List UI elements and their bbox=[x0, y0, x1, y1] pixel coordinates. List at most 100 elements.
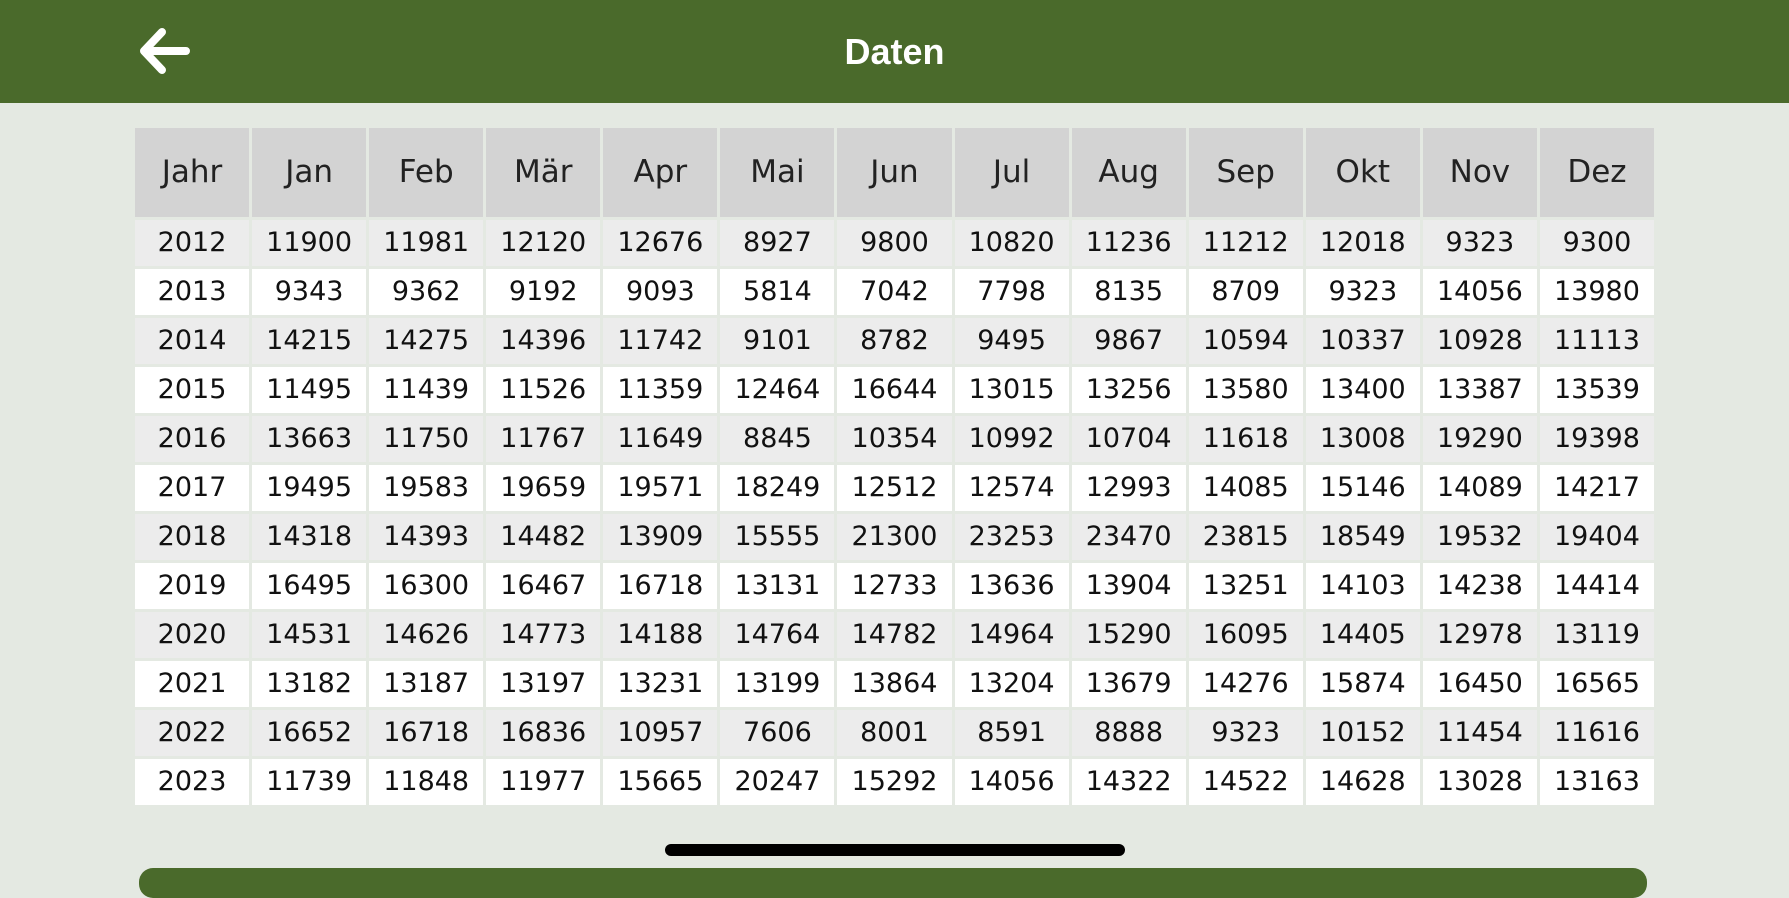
back-button[interactable] bbox=[140, 28, 190, 74]
value-cell: 11495 bbox=[252, 367, 367, 413]
value-cell: 14531 bbox=[252, 612, 367, 658]
value-cell: 11212 bbox=[1188, 220, 1303, 266]
value-cell: 14056 bbox=[954, 759, 1069, 805]
value-cell: 11981 bbox=[369, 220, 484, 266]
column-header: Feb bbox=[369, 128, 484, 217]
value-cell: 14103 bbox=[1305, 563, 1420, 609]
value-cell: 9343 bbox=[252, 269, 367, 315]
value-cell: 15146 bbox=[1305, 465, 1420, 511]
value-cell: 16652 bbox=[252, 710, 367, 756]
value-cell: 13197 bbox=[486, 661, 601, 707]
value-cell: 16718 bbox=[603, 563, 718, 609]
year-cell: 2012 bbox=[135, 220, 250, 266]
value-cell: 14522 bbox=[1188, 759, 1303, 805]
value-cell: 16495 bbox=[252, 563, 367, 609]
value-cell: 14188 bbox=[603, 612, 718, 658]
value-cell: 11526 bbox=[486, 367, 601, 413]
value-cell: 11439 bbox=[369, 367, 484, 413]
value-cell: 13580 bbox=[1188, 367, 1303, 413]
value-cell: 13163 bbox=[1539, 759, 1654, 805]
value-cell: 9300 bbox=[1539, 220, 1654, 266]
value-cell: 8709 bbox=[1188, 269, 1303, 315]
value-cell: 13182 bbox=[252, 661, 367, 707]
value-cell: 12733 bbox=[837, 563, 952, 609]
value-cell: 14393 bbox=[369, 514, 484, 560]
value-cell: 14773 bbox=[486, 612, 601, 658]
value-cell: 23470 bbox=[1071, 514, 1186, 560]
value-cell: 13909 bbox=[603, 514, 718, 560]
value-cell: 10354 bbox=[837, 416, 952, 462]
column-header: Jan bbox=[252, 128, 367, 217]
value-cell: 11616 bbox=[1539, 710, 1654, 756]
value-cell: 9323 bbox=[1188, 710, 1303, 756]
value-cell: 10337 bbox=[1305, 318, 1420, 364]
column-header: Jahr bbox=[135, 128, 250, 217]
value-cell: 12464 bbox=[720, 367, 835, 413]
value-cell: 13028 bbox=[1422, 759, 1537, 805]
value-cell: 16836 bbox=[486, 710, 601, 756]
year-cell: 2013 bbox=[135, 269, 250, 315]
title: Daten bbox=[844, 31, 945, 72]
value-cell: 8135 bbox=[1071, 269, 1186, 315]
column-header: Jun bbox=[837, 128, 952, 217]
column-header: Apr bbox=[603, 128, 718, 217]
value-cell: 21300 bbox=[837, 514, 952, 560]
value-cell: 13904 bbox=[1071, 563, 1186, 609]
value-cell: 12978 bbox=[1422, 612, 1537, 658]
column-header: Nov bbox=[1422, 128, 1537, 217]
top-bar: Daten bbox=[0, 0, 1789, 103]
value-cell: 11742 bbox=[603, 318, 718, 364]
value-cell: 16565 bbox=[1539, 661, 1654, 707]
value-cell: 9867 bbox=[1071, 318, 1186, 364]
value-cell: 16644 bbox=[837, 367, 952, 413]
value-cell: 13663 bbox=[252, 416, 367, 462]
value-cell: 16467 bbox=[486, 563, 601, 609]
value-cell: 13679 bbox=[1071, 661, 1186, 707]
year-cell: 2020 bbox=[135, 612, 250, 658]
value-cell: 13539 bbox=[1539, 367, 1654, 413]
column-header: Okt bbox=[1305, 128, 1420, 217]
value-cell: 9192 bbox=[486, 269, 601, 315]
value-cell: 14396 bbox=[486, 318, 601, 364]
value-cell: 15555 bbox=[720, 514, 835, 560]
value-cell: 15292 bbox=[837, 759, 952, 805]
value-cell: 11900 bbox=[252, 220, 367, 266]
value-cell: 13199 bbox=[720, 661, 835, 707]
value-cell: 10152 bbox=[1305, 710, 1420, 756]
year-cell: 2019 bbox=[135, 563, 250, 609]
value-cell: 8888 bbox=[1071, 710, 1186, 756]
value-cell: 11848 bbox=[369, 759, 484, 805]
value-cell: 19290 bbox=[1422, 416, 1537, 462]
value-cell: 10992 bbox=[954, 416, 1069, 462]
value-cell: 9093 bbox=[603, 269, 718, 315]
value-cell: 9495 bbox=[954, 318, 1069, 364]
value-cell: 16718 bbox=[369, 710, 484, 756]
value-cell: 12120 bbox=[486, 220, 601, 266]
value-cell: 13131 bbox=[720, 563, 835, 609]
value-cell: 14275 bbox=[369, 318, 484, 364]
value-cell: 12574 bbox=[954, 465, 1069, 511]
value-cell: 9101 bbox=[720, 318, 835, 364]
value-cell: 14964 bbox=[954, 612, 1069, 658]
year-cell: 2021 bbox=[135, 661, 250, 707]
value-cell: 11359 bbox=[603, 367, 718, 413]
value-cell: 19571 bbox=[603, 465, 718, 511]
value-cell: 23253 bbox=[954, 514, 1069, 560]
value-cell: 7606 bbox=[720, 710, 835, 756]
value-cell: 10928 bbox=[1422, 318, 1537, 364]
value-cell: 8845 bbox=[720, 416, 835, 462]
bottom-button[interactable] bbox=[139, 868, 1647, 898]
year-cell: 2014 bbox=[135, 318, 250, 364]
value-cell: 14626 bbox=[369, 612, 484, 658]
value-cell: 11236 bbox=[1071, 220, 1186, 266]
year-cell: 2022 bbox=[135, 710, 250, 756]
value-cell: 19659 bbox=[486, 465, 601, 511]
value-cell: 12676 bbox=[603, 220, 718, 266]
value-cell: 13119 bbox=[1539, 612, 1654, 658]
value-cell: 13256 bbox=[1071, 367, 1186, 413]
column-header: Mär bbox=[486, 128, 601, 217]
value-cell: 12512 bbox=[837, 465, 952, 511]
value-cell: 19398 bbox=[1539, 416, 1654, 462]
value-cell: 5814 bbox=[720, 269, 835, 315]
column-header: Mai bbox=[720, 128, 835, 217]
